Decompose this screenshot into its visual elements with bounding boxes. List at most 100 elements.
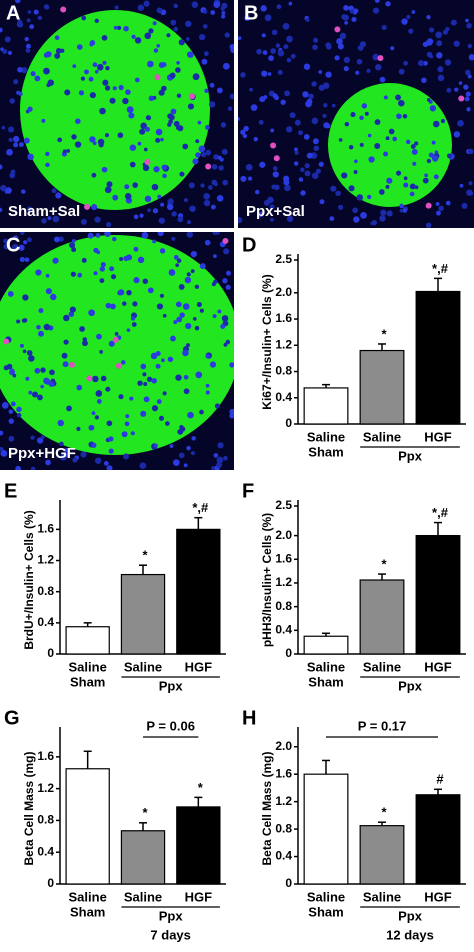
nucleus xyxy=(16,406,22,413)
y-tick-label: 0.8 xyxy=(275,599,292,613)
y-tick-label: 0 xyxy=(285,416,292,430)
nucleus xyxy=(88,309,96,317)
nucleus xyxy=(106,420,113,427)
nucleus xyxy=(84,69,89,75)
nucleus xyxy=(0,164,3,170)
nucleus xyxy=(211,466,215,470)
nucleus xyxy=(139,462,147,469)
nucleus xyxy=(167,122,172,127)
nucleus xyxy=(270,128,275,133)
nucleus xyxy=(325,42,332,49)
micrograph-content xyxy=(0,232,234,470)
nucleus xyxy=(158,89,165,96)
micrograph-caption: Ppx+Sal xyxy=(246,203,305,220)
bar xyxy=(359,825,405,885)
nucleus xyxy=(469,191,474,196)
significance-mark: *,# xyxy=(432,261,449,276)
nucleus xyxy=(99,350,103,354)
nucleus xyxy=(153,166,160,173)
nucleus xyxy=(258,211,264,218)
nucleus xyxy=(229,44,234,50)
nucleus xyxy=(253,136,259,142)
islet xyxy=(328,83,452,207)
nucleus xyxy=(94,69,99,74)
nucleus xyxy=(221,148,228,155)
nucleus xyxy=(211,164,218,170)
nucleus xyxy=(118,394,124,400)
nucleus xyxy=(55,48,62,54)
bar xyxy=(415,794,461,885)
nucleus xyxy=(374,0,380,3)
nucleus xyxy=(410,144,416,149)
nucleus xyxy=(71,239,76,243)
nucleus xyxy=(272,93,278,99)
nucleus xyxy=(41,218,47,224)
nucleus xyxy=(467,43,473,49)
stained-cell xyxy=(3,338,10,345)
nucleus xyxy=(57,137,63,143)
bar xyxy=(415,290,461,425)
nucleus xyxy=(8,409,14,414)
stained-cell xyxy=(154,74,161,81)
nucleus xyxy=(442,29,448,35)
nucleus xyxy=(214,403,221,409)
nucleus xyxy=(104,133,109,138)
nucleus xyxy=(361,103,368,109)
nucleus xyxy=(15,0,21,4)
nucleus xyxy=(422,177,429,184)
x-tick-label: Saline xyxy=(307,429,345,444)
nucleus xyxy=(386,177,393,184)
x-tick-label: Saline xyxy=(307,659,345,674)
nucleus xyxy=(288,1,293,6)
significance-mark: # xyxy=(436,772,444,787)
nucleus xyxy=(194,284,200,289)
nucleus xyxy=(179,312,185,318)
nucleus xyxy=(1,125,6,130)
y-tick-label: 0.8 xyxy=(37,584,54,598)
nucleus xyxy=(150,352,158,360)
nucleus xyxy=(81,257,87,263)
nucleus xyxy=(22,294,29,301)
stained-cell xyxy=(425,202,432,209)
nucleus xyxy=(102,79,109,86)
nucleus xyxy=(51,188,57,194)
nucleus xyxy=(176,93,182,98)
nucleus xyxy=(142,372,147,377)
nucleus xyxy=(375,63,382,71)
nucleus xyxy=(133,277,140,284)
nucleus xyxy=(213,279,218,284)
nucleus xyxy=(100,375,107,382)
nucleus xyxy=(223,342,228,347)
nucleus xyxy=(240,129,246,135)
nucleus xyxy=(3,243,10,250)
nucleus xyxy=(283,175,290,182)
nucleus xyxy=(203,193,211,200)
y-tick-label: 0 xyxy=(285,876,292,890)
nucleus xyxy=(209,82,215,88)
nucleus xyxy=(96,63,104,71)
nucleus xyxy=(213,254,217,259)
nucleus xyxy=(178,452,185,459)
nucleus xyxy=(52,257,59,264)
nucleus xyxy=(379,76,386,83)
nucleus xyxy=(18,244,25,251)
nucleus xyxy=(428,27,435,33)
nucleus xyxy=(178,283,185,290)
nucleus xyxy=(22,318,28,323)
significance-mark: * xyxy=(381,805,387,820)
nucleus xyxy=(402,114,408,119)
nucleus xyxy=(76,44,83,50)
nucleus xyxy=(8,418,15,424)
nucleus xyxy=(466,22,472,29)
nucleus xyxy=(186,220,192,225)
nucleus xyxy=(169,72,176,79)
nucleus xyxy=(306,152,313,159)
nucleus xyxy=(312,44,318,50)
y-tick-label: 2.0 xyxy=(275,285,292,299)
nucleus xyxy=(74,141,82,148)
nucleus xyxy=(293,161,299,166)
nucleus xyxy=(116,25,122,30)
nucleus xyxy=(409,191,415,197)
nucleus xyxy=(289,112,296,119)
nucleus xyxy=(284,184,291,192)
